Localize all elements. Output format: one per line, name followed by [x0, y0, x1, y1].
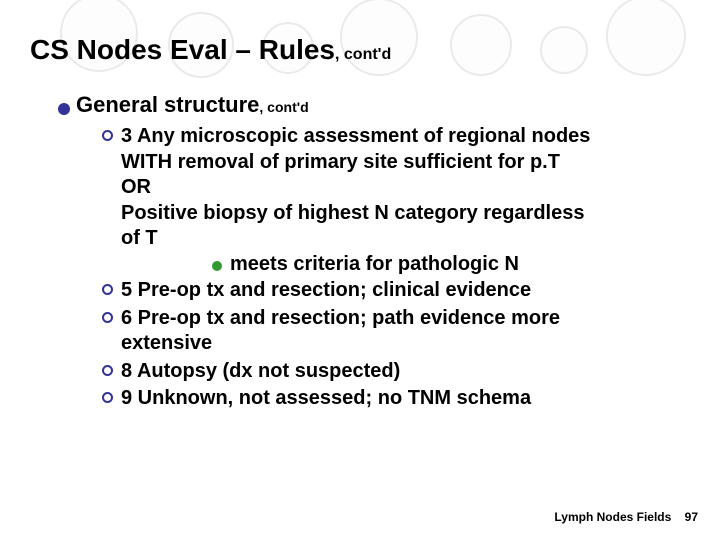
level1-text: General structure, cont'd: [76, 92, 309, 118]
level2-text: 5 Pre-op tx and resection; clinical evid…: [121, 278, 531, 304]
level2-text: 9 Unknown, not assessed; no TNM schema: [121, 386, 531, 412]
slide-content: CS Nodes Eval – Rules, cont'd General st…: [0, 0, 720, 412]
level1-item: General structure, cont'd: [58, 92, 690, 118]
level2-item: 5 Pre-op tx and resection; clinical evid…: [102, 278, 690, 304]
hollow-bullet-icon: [102, 392, 113, 403]
level3-item: meets criteria for pathologic N: [212, 253, 690, 276]
title-suffix: , cont'd: [335, 46, 391, 63]
hollow-bullet-icon: [102, 130, 113, 141]
level2-list: 3 Any microscopic assessment of regional…: [102, 124, 690, 412]
page-number: 97: [685, 510, 698, 524]
level2-text: 8 Autopsy (dx not suspected): [121, 359, 400, 385]
hollow-bullet-icon: [102, 312, 113, 323]
disc-bullet-icon: [212, 261, 222, 271]
level2-item: 8 Autopsy (dx not suspected): [102, 359, 690, 385]
level3-text: meets criteria for pathologic N: [230, 253, 519, 276]
l1-suffix: , cont'd: [259, 99, 308, 115]
level2-item: 9 Unknown, not assessed; no TNM schema: [102, 386, 690, 412]
level2-text: 6 Pre-op tx and resection; path evidence…: [121, 306, 560, 357]
slide-footer: Lymph Nodes Fields 97: [554, 510, 698, 524]
title-main: CS Nodes Eval – Rules: [30, 34, 335, 65]
hollow-bullet-icon: [102, 284, 113, 295]
slide-title: CS Nodes Eval – Rules, cont'd: [30, 34, 690, 66]
disc-bullet-icon: [58, 103, 70, 115]
level2-item: 6 Pre-op tx and resection; path evidence…: [102, 306, 690, 357]
footer-label: Lymph Nodes Fields: [554, 510, 671, 524]
level2-text: 3 Any microscopic assessment of regional…: [121, 124, 590, 252]
level2-item: 3 Any microscopic assessment of regional…: [102, 124, 690, 252]
hollow-bullet-icon: [102, 365, 113, 376]
l1-main: General structure: [76, 92, 259, 117]
